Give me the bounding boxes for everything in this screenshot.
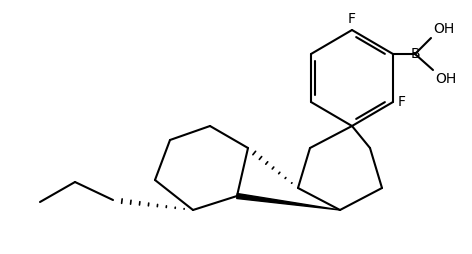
Polygon shape bbox=[236, 194, 340, 210]
Text: OH: OH bbox=[435, 72, 456, 86]
Text: F: F bbox=[348, 12, 356, 26]
Text: B: B bbox=[410, 47, 420, 61]
Text: F: F bbox=[398, 95, 406, 109]
Text: OH: OH bbox=[433, 22, 454, 36]
